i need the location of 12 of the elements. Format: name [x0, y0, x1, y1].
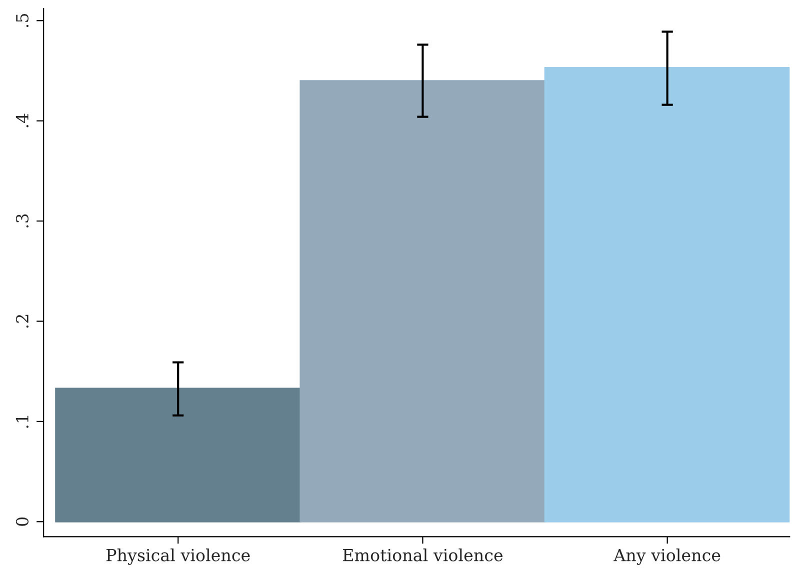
y-tick-label: .5 — [16, 14, 29, 28]
bar — [544, 67, 790, 522]
x-tick-label: Any violence — [614, 548, 720, 565]
y-tick-label: .3 — [16, 214, 29, 228]
y-tick-label: .2 — [16, 314, 29, 328]
y-tick-label: .1 — [16, 416, 29, 428]
x-tick-label: Physical violence — [106, 548, 250, 565]
y-tick-label: .4 — [16, 114, 29, 128]
bar — [55, 388, 302, 522]
x-tick-label: Emotional violence — [342, 548, 503, 562]
y-tick-label: 0 — [16, 517, 29, 526]
bar — [300, 80, 546, 522]
